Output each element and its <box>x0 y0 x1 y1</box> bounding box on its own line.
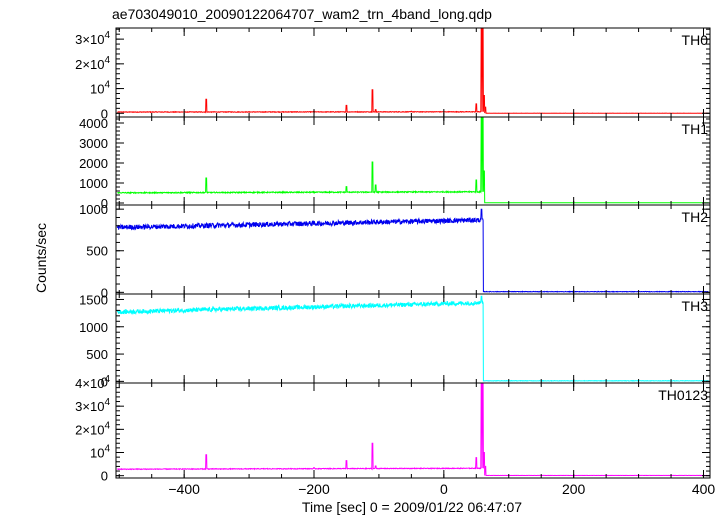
chart-title: ae703049010_20090122064707_wam2_trn_4ban… <box>112 6 492 22</box>
panel-label-th2: TH2 <box>682 209 709 225</box>
panel-label-th0: TH0 <box>682 32 709 48</box>
panel-th2: 0 500 1000 TH2 <box>79 202 711 300</box>
y-tick-label: 0 <box>101 285 108 300</box>
y-tick-label: 0 <box>101 374 108 389</box>
y-tick-label: 0 <box>101 469 108 484</box>
x-tick-label: −400 <box>168 481 200 497</box>
y-tick-label: 500 <box>86 347 108 362</box>
x-tick-label: 0 <box>440 481 448 497</box>
x-axis-label: Time [sec] 0 = 2009/01/22 06:47:07 <box>302 499 522 515</box>
panel-th0123: 0 104 2×104 3×104 4×104 TH0123 <box>75 374 711 484</box>
panel-frame <box>115 27 711 118</box>
y-tick-label: 2000 <box>79 156 108 171</box>
panel-frame <box>115 382 711 479</box>
panel-th3: 0 500 1000 1500 TH3 <box>79 292 711 389</box>
y-tick-label: 104 <box>90 444 110 461</box>
y-tick-label: 104 <box>90 80 110 97</box>
x-tick-label: 200 <box>562 481 586 497</box>
x-tick-label: −200 <box>298 481 330 497</box>
y-tick-label: 0 <box>101 106 108 121</box>
panel-label-th1: TH1 <box>682 121 709 137</box>
y-tick-label: 1000 <box>79 176 108 191</box>
series-line-th0123 <box>116 382 709 477</box>
series-line-th0 <box>117 27 709 114</box>
y-tick-label: 1000 <box>79 202 108 217</box>
y-tick-label: 2×104 <box>75 55 110 72</box>
x-tick-label: 400 <box>692 481 716 497</box>
y-tick-label: 4×104 <box>75 374 110 391</box>
y-tick-label: 1500 <box>79 292 108 307</box>
y-tick-label: 1000 <box>79 320 108 335</box>
panel-frame <box>115 204 711 295</box>
y-tick-label: 4000 <box>79 116 108 131</box>
series-line-th2 <box>116 208 709 293</box>
y-tick-label: 3×104 <box>75 397 110 414</box>
y-tick-label: 500 <box>86 244 108 259</box>
y-tick-label: 2×104 <box>75 420 110 437</box>
panel-label-th3: TH3 <box>682 298 709 314</box>
y-tick-label: 3×104 <box>75 30 110 47</box>
y-tick-label: 0 <box>101 196 108 211</box>
panel-label-th0123: TH0123 <box>658 387 708 403</box>
panel-th1: 0 1000 2000 3000 4000 TH1 <box>79 116 711 211</box>
panel-th0: 0 104 2×104 3×104 TH0 <box>75 27 711 121</box>
series-line-th3 <box>116 295 709 382</box>
series-line-th1 <box>117 116 709 204</box>
y-tick-label: 3000 <box>79 136 108 151</box>
y-axis-label: Counts/sec <box>33 223 49 293</box>
